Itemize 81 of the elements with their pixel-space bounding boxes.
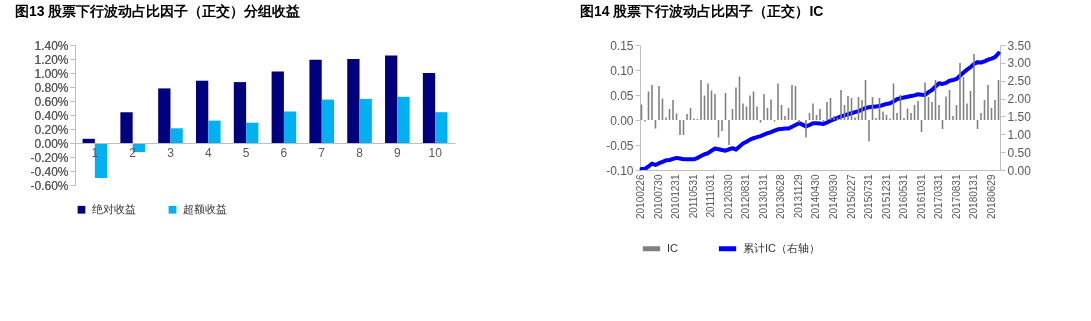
x-tick-label: 20140930 [828,174,839,219]
y-tick-label: -0.20% [30,150,69,165]
bar [271,71,284,143]
y-tick-label: -0.05 [606,138,634,153]
legend-label: 累计IC（右轴） [743,241,820,254]
y2-tick-label: 0.50 [1007,145,1032,160]
x-tick-label: 20101231 [670,174,682,219]
y2-tick-label: 1.00 [1007,127,1032,142]
x-tick-label: 20161031 [915,174,927,219]
legend-label: IC [667,241,679,254]
y-tick-label: 1.40% [34,38,69,53]
x-tick-label: 10 [428,145,443,160]
x-tick-label: 20150731 [863,174,874,219]
y2-tick-label: 3.00 [1007,56,1032,71]
bar [246,122,259,143]
y-tick-label: -0.60% [30,178,69,193]
x-tick-label: 8 [356,145,364,160]
x-tick-label: 20180131 [968,174,980,219]
x-tick-label: 20120831 [740,174,752,219]
y-tick-label: -0.10 [606,163,634,178]
y-tick-label: 0.10 [610,63,634,78]
x-tick-label: 6 [280,145,288,160]
x-tick-label: 1 [91,145,99,160]
y-tick-label: 0.00 [610,113,634,128]
bar [397,96,410,143]
y-tick-label: -0.40% [30,164,69,179]
x-tick-label: 3 [167,145,175,160]
y-tick-label: 0.05 [610,88,634,103]
bar [309,59,322,143]
y-tick-label: 0.00% [34,136,69,151]
bar [120,112,133,143]
x-tick-label: 20140430 [810,174,822,219]
y2-tick-label: 3.50 [1007,38,1032,53]
bar [359,98,372,143]
x-tick-label: 5 [242,145,250,160]
x-tick-label: 4 [204,145,212,160]
x-tick-label: 2 [129,145,137,160]
y2-tick-label: 2.50 [1007,74,1032,89]
chart-title: 图13 股票下行波动占比因子（正交）分组收益 [15,3,301,19]
x-tick-label: 20100226 [635,174,647,219]
y-tick-label: 0.15 [610,38,634,53]
y-tick-label: 0.20% [34,122,69,137]
bar [422,73,436,143]
x-tick-label: 20130131 [758,174,769,219]
y-tick-label: 1.20% [34,52,69,67]
x-tick-label: 20110531 [687,174,699,219]
x-tick-label: 20151231 [880,174,892,219]
x-tick-label: 20170831 [950,174,962,219]
bar [158,88,171,143]
chart-title: 图14 股票下行波动占比因子（正交）IC [580,3,824,19]
y2-tick-label: 1.50 [1007,109,1032,124]
x-tick-label: 20180629 [985,174,997,219]
x-tick-label: 20120330 [722,174,734,219]
x-tick-label: 20131129 [793,174,804,219]
legend-label: 超额收益 [183,202,227,215]
legend-label: 绝对收益 [92,202,136,215]
x-tick-label: 20170331 [933,174,945,219]
x-tick-label: 20150227 [845,174,857,219]
bar [435,112,448,143]
y-tick-label: 0.80% [34,80,69,95]
bar [321,99,334,143]
bar [347,59,360,143]
x-tick-label: 9 [393,145,401,160]
x-tick-label: 7 [318,145,326,160]
y-tick-label: 0.60% [34,94,69,109]
x-tick-label: 20100730 [652,174,664,219]
bar [82,138,95,143]
x-tick-label: 20160531 [898,174,910,219]
y-tick-label: 0.40% [34,108,69,123]
x-tick-label: 20111031 [705,174,717,218]
bar [94,143,108,178]
y-tick-label: 1.00% [34,66,69,81]
bar [196,80,209,143]
bar [233,82,247,143]
bar [208,120,221,143]
y2-tick-label: 2.00 [1007,92,1032,107]
x-tick-label: 20130628 [775,174,787,219]
bar [283,111,297,143]
bar [385,55,398,143]
bar [170,128,183,143]
y2-tick-label: 0.00 [1007,163,1032,178]
